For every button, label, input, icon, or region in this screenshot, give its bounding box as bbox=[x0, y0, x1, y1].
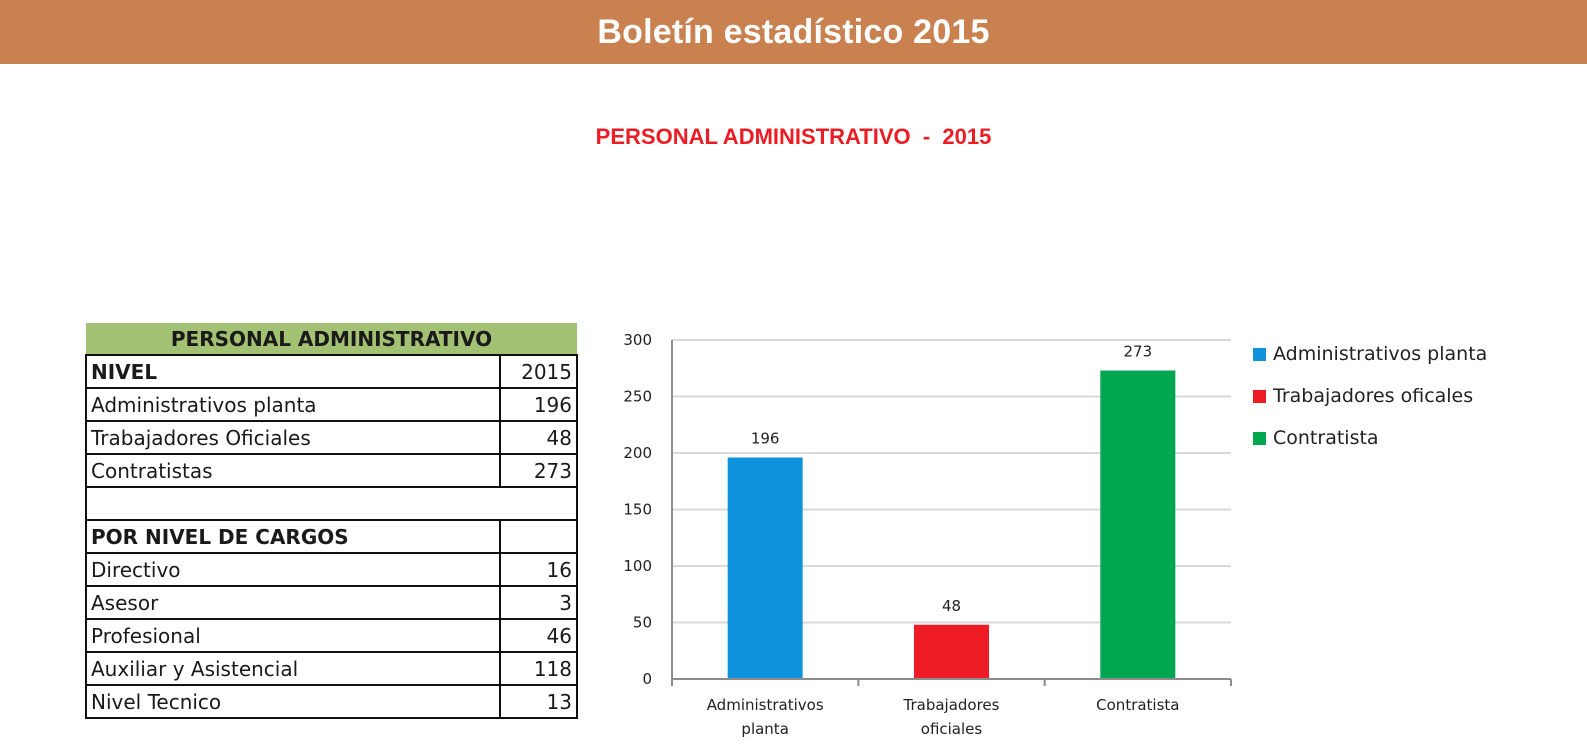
legend-item: Trabajadores oficales bbox=[1253, 375, 1487, 417]
table-title-row: PERSONAL ADMINISTRATIVO bbox=[86, 323, 577, 355]
data-label: 196 bbox=[751, 430, 780, 448]
table-row-label: Asesor bbox=[85, 585, 501, 620]
table-row: Nivel Tecnico 13 bbox=[85, 684, 578, 719]
table-row-label: Profesional bbox=[85, 618, 501, 653]
table-spacer-cell bbox=[85, 486, 578, 521]
chart-axes bbox=[671, 340, 1232, 686]
table-row: Profesional 46 bbox=[85, 618, 578, 653]
data-label: 48 bbox=[942, 597, 961, 615]
table-row: POR NIVEL DE CARGOS bbox=[85, 519, 578, 554]
legend-swatch bbox=[1253, 431, 1266, 445]
legend-item: Administrativos planta bbox=[1253, 333, 1487, 375]
table-row-label: Auxiliar y Asistencial bbox=[85, 651, 501, 686]
table-row-value: 16 bbox=[499, 552, 578, 587]
y-tick-label: 50 bbox=[633, 614, 652, 632]
table-row: Administrativos planta 196 bbox=[85, 387, 578, 422]
table-section-header: POR NIVEL DE CARGOS bbox=[85, 519, 501, 554]
y-tick-label: 300 bbox=[623, 331, 652, 349]
legend-label: Administrativos planta bbox=[1273, 343, 1488, 365]
legend-item: Contratista bbox=[1253, 417, 1487, 459]
legend-label: Contratista bbox=[1273, 427, 1379, 449]
table-row-label: Directivo bbox=[85, 552, 501, 587]
y-tick-label: 0 bbox=[642, 670, 652, 688]
y-tick-label: 200 bbox=[623, 444, 652, 462]
table-row: Trabajadores Oficiales 48 bbox=[85, 420, 578, 455]
bar-chart: 0 50 100 150 200 250 300 196 Administrativos plan… bbox=[623, 331, 1232, 738]
table-spacer-row bbox=[85, 486, 578, 521]
table-row-value: 48 bbox=[499, 420, 578, 455]
header-title: Boletín estadístico 2015 bbox=[597, 12, 990, 51]
table-row-label: Contratistas bbox=[85, 453, 501, 488]
table-row-label: Administrativos planta bbox=[85, 387, 501, 422]
table-row: Contratistas 273 bbox=[85, 453, 578, 488]
table-row: NIVEL 2015 bbox=[85, 354, 578, 389]
chart-bars bbox=[727, 370, 1176, 679]
table-section-header: NIVEL bbox=[85, 354, 501, 389]
page-title: PERSONAL ADMINISTRATIVO - 2015 bbox=[595, 124, 992, 149]
y-tick-label: 150 bbox=[623, 501, 652, 519]
legend-swatch bbox=[1253, 347, 1266, 361]
table-row-value: 273 bbox=[499, 453, 578, 488]
chart-legend: Administrativos planta Trabajadores ofica… bbox=[1253, 333, 1487, 459]
table-row: Asesor 3 bbox=[85, 585, 578, 620]
table-row-label: Trabajadores Oficiales bbox=[85, 420, 501, 455]
y-tick-label: 100 bbox=[623, 557, 652, 575]
chart-labels: 0 50 100 150 200 250 300 196 Administrativos plan… bbox=[623, 331, 1179, 738]
bar-2 bbox=[914, 624, 989, 679]
x-category-label: oficiales bbox=[921, 720, 983, 738]
table-row: Directivo 16 bbox=[85, 552, 578, 587]
table-row: Auxiliar y Asistencial 118 bbox=[85, 651, 578, 686]
personnel-table: PERSONAL ADMINISTRATIVO NIVEL 2015 Adminis… bbox=[85, 323, 578, 719]
table-row-value: 3 bbox=[499, 585, 578, 620]
bar-3 bbox=[1100, 370, 1176, 679]
x-category-label: Trabajadores bbox=[903, 696, 1000, 714]
legend-label: Trabajadores oficales bbox=[1273, 385, 1474, 407]
table-row-value: 196 bbox=[499, 387, 578, 422]
data-label: 273 bbox=[1124, 343, 1153, 361]
table-row-value: 46 bbox=[499, 618, 578, 653]
legend-swatch bbox=[1253, 389, 1266, 403]
table-row-value: 2015 bbox=[499, 354, 578, 389]
table-title: PERSONAL ADMINISTRATIVO bbox=[86, 323, 577, 355]
y-tick-label: 250 bbox=[623, 388, 652, 406]
table-row-value: 118 bbox=[499, 651, 578, 686]
x-category-label: Administrativos bbox=[707, 696, 824, 714]
table-row-label: Nivel Tecnico bbox=[85, 684, 501, 719]
x-category-label: Contratista bbox=[1096, 696, 1179, 714]
header-banner: Boletín estadístico 2015 bbox=[0, 0, 1587, 64]
x-category-label: planta bbox=[741, 720, 788, 738]
bar-1 bbox=[727, 457, 803, 679]
table-row-value bbox=[499, 519, 578, 554]
table-row-value: 13 bbox=[499, 684, 578, 719]
